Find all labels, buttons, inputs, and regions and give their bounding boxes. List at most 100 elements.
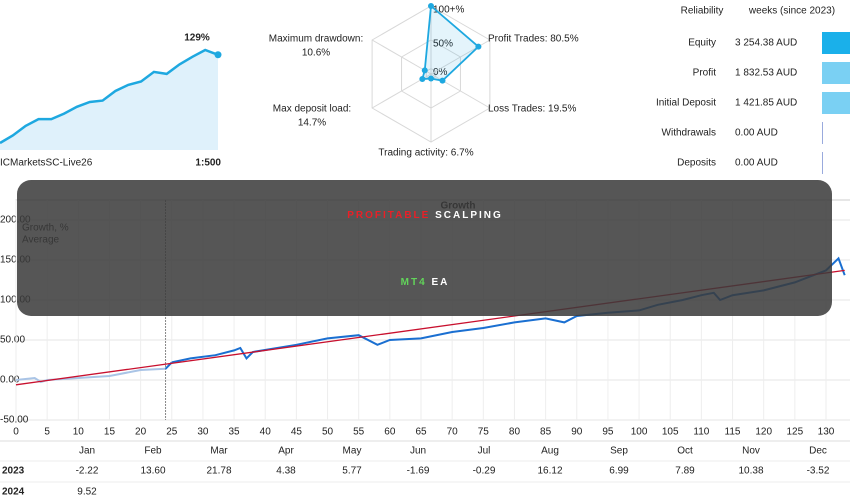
- radar-label: Max deposit load:: [273, 104, 351, 115]
- stat-bar: [822, 122, 823, 144]
- month-header: May: [343, 446, 362, 457]
- reliability-label: Reliability: [681, 6, 724, 17]
- stat-label: Deposits: [677, 158, 716, 169]
- account-name: ICMarketsSC-Live26: [0, 158, 93, 169]
- x-tick-label: 75: [478, 427, 490, 438]
- banner-line: MT4 EA: [401, 277, 450, 288]
- banner-word: SCALPING: [435, 210, 503, 221]
- stat-label: Profit: [693, 68, 717, 79]
- x-tick-label: 55: [353, 427, 365, 438]
- banner-line: PROFITABLE SCALPING: [347, 210, 503, 221]
- radar-ring-label: 50%: [433, 39, 453, 50]
- radar-ring-label: 100+%: [433, 5, 465, 16]
- month-header: Apr: [278, 446, 294, 457]
- x-tick-label: 65: [415, 427, 427, 438]
- stat-bar: [822, 152, 823, 174]
- month-header: Aug: [541, 446, 559, 457]
- month-value: 16.12: [537, 466, 562, 477]
- x-tick-label: 100: [631, 427, 648, 438]
- x-tick-label: 40: [260, 427, 272, 438]
- month-header: Jan: [79, 446, 95, 457]
- stat-bar: [822, 32, 850, 54]
- stat-bar: [822, 92, 850, 114]
- weeks-label: weeks (since 2023): [748, 6, 835, 17]
- radar-value: 10.6%: [302, 48, 330, 59]
- x-tick-label: 110: [693, 427, 709, 438]
- radar-point: [475, 43, 482, 50]
- x-tick-label: 90: [571, 427, 583, 438]
- radar-label: Trading activity: 6.7%: [378, 148, 473, 159]
- sparkline-end: [214, 51, 222, 59]
- stat-value: 3 254.38 AUD: [735, 38, 797, 49]
- month-value: -2.22: [76, 466, 99, 477]
- stat-bar: [822, 62, 850, 84]
- month-value: 4.38: [276, 466, 296, 477]
- x-tick-label: 20: [135, 427, 147, 438]
- year-label: 2024: [2, 487, 25, 498]
- stat-label: Withdrawals: [662, 128, 716, 139]
- month-header: Sep: [610, 446, 628, 457]
- radar-label: Maximum drawdown:: [269, 34, 363, 45]
- x-tick-label: 35: [229, 427, 241, 438]
- leverage: 1:500: [195, 158, 221, 169]
- radar-spoke: [371, 39, 432, 75]
- stat-label: Initial Deposit: [656, 98, 716, 109]
- stat-value: 1 421.85 AUD: [735, 98, 797, 109]
- sparkline-area: [0, 50, 218, 150]
- banner-word: EA: [431, 277, 449, 288]
- radar-point: [439, 77, 446, 84]
- radar-label: Loss Trades: 19.5%: [488, 104, 576, 115]
- y-tick-label: 0.00: [0, 375, 20, 386]
- month-value: -0.29: [473, 466, 496, 477]
- month-value: -1.69: [407, 466, 430, 477]
- month-header: Oct: [677, 446, 693, 457]
- x-tick-label: 5: [44, 427, 50, 438]
- x-tick-label: 105: [662, 427, 679, 438]
- radar-point: [428, 75, 434, 82]
- x-tick-label: 70: [447, 427, 459, 438]
- banner-word: PROFITABLE: [347, 210, 430, 221]
- x-tick-label: 50: [322, 427, 334, 438]
- month-header: Mar: [210, 446, 228, 457]
- stat-value: 1 832.53 AUD: [735, 68, 797, 79]
- banner-word: MT4: [401, 277, 427, 288]
- month-value: 9.52: [77, 487, 97, 498]
- month-header: Jun: [410, 446, 426, 457]
- banner: [17, 180, 832, 316]
- x-tick-label: 0: [13, 427, 19, 438]
- month-value: 5.77: [342, 466, 362, 477]
- x-tick-label: 25: [166, 427, 178, 438]
- x-tick-label: 85: [540, 427, 552, 438]
- month-value: 7.89: [675, 466, 695, 477]
- year-label: 2023: [2, 466, 25, 477]
- stat-value: 0.00 AUD: [735, 128, 778, 139]
- y-tick-label: 50.00: [0, 335, 25, 346]
- x-tick-label: 120: [755, 427, 772, 438]
- x-tick-label: 130: [818, 427, 835, 438]
- radar-label: Profit Trades: 80.5%: [488, 34, 579, 45]
- month-value: -3.52: [807, 466, 830, 477]
- month-value: 13.60: [140, 466, 165, 477]
- month-header: Nov: [742, 446, 760, 457]
- month-value: 21.78: [206, 466, 231, 477]
- radar-value: 14.7%: [298, 118, 326, 129]
- gain-label: 129%: [184, 33, 210, 44]
- month-value: 10.38: [738, 466, 763, 477]
- x-tick-label: 45: [291, 427, 303, 438]
- month-value: 6.99: [609, 466, 629, 477]
- radar-ring-label: 0%: [433, 67, 448, 78]
- y-tick-label: -50.00: [0, 415, 29, 426]
- x-tick-label: 125: [787, 427, 804, 438]
- month-header: Jul: [478, 446, 491, 457]
- x-tick-label: 80: [509, 427, 521, 438]
- radar-point: [421, 67, 428, 74]
- x-tick-label: 115: [725, 427, 741, 438]
- month-header: Feb: [144, 446, 162, 457]
- x-tick-label: 60: [384, 427, 396, 438]
- x-tick-label: 30: [197, 427, 209, 438]
- stat-label: Equity: [688, 38, 716, 49]
- radar-point: [428, 3, 434, 9]
- x-tick-label: 15: [104, 427, 116, 438]
